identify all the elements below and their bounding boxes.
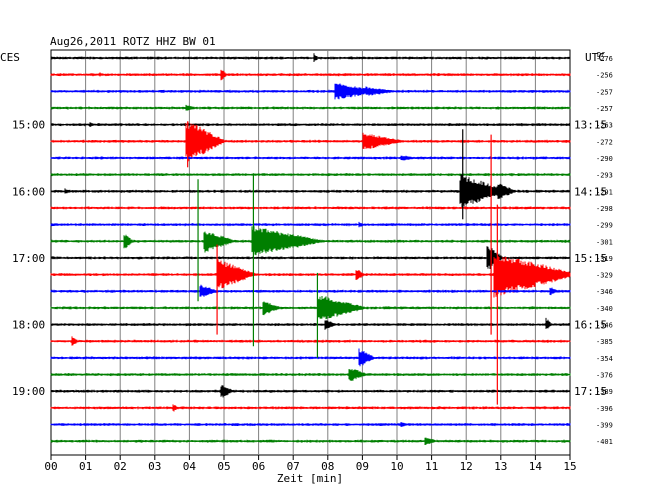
- x-tick-label: 11: [425, 460, 438, 473]
- x-tick-label: 08: [321, 460, 334, 473]
- x-axis-label: Zeit [min]: [277, 472, 343, 485]
- left-time-label: 19:00: [12, 385, 45, 398]
- trace-row-16: [50, 317, 571, 330]
- seismic-spikes: [187, 121, 498, 405]
- trace-row-15: [50, 296, 571, 320]
- dc-offset-label: -346: [596, 322, 613, 330]
- trace-row-0: [50, 53, 571, 62]
- trace-row-19: [50, 369, 571, 381]
- dc-offset-label: -257: [596, 88, 613, 96]
- minute-gridlines: [85, 50, 536, 455]
- trace-row-22: [50, 422, 571, 427]
- trace-row-13: [50, 255, 571, 298]
- dc-label: DC: [597, 51, 605, 59]
- x-tick-label: 09: [356, 460, 369, 473]
- plot-frame: [50, 49, 571, 456]
- trace-row-1: [50, 69, 571, 81]
- x-tick-label: 10: [390, 460, 403, 473]
- left-time-label: 18:00: [12, 319, 45, 332]
- dc-offset-label: -401: [596, 438, 613, 446]
- x-tick-label: 15: [563, 460, 576, 473]
- x-tick-label: 01: [79, 460, 92, 473]
- left-time-label: 17:00: [12, 252, 45, 265]
- right-time-labels: 13:15 14:15 15:15 16:15 17:15: [574, 119, 607, 399]
- dc-offset-label: -257: [596, 105, 613, 113]
- dc-offset-label: -263: [596, 122, 613, 130]
- dc-offset-label: -290: [596, 155, 613, 163]
- trace-row-17: [50, 336, 571, 346]
- dc-offset-label: -396: [596, 405, 613, 413]
- dc-offset-label: -376: [596, 372, 613, 380]
- dc-offset-label: -276: [596, 55, 613, 63]
- x-axis-ticks: 00 01 02 03 04 05 06 07 08 09 10 11 12 13 14 15: [44, 455, 577, 473]
- x-tick-label: 04: [183, 460, 197, 473]
- dc-offset-label: -340: [596, 305, 613, 313]
- trace-row-21: [50, 404, 571, 412]
- x-tick-label: 00: [44, 460, 57, 473]
- chart-title: Aug26,2011 ROTZ HHZ BW 01: [50, 35, 216, 48]
- dc-offset-label: -256: [596, 72, 613, 80]
- dc-offset-label: -291: [596, 188, 613, 196]
- trace-row-3: [50, 104, 571, 111]
- x-tick-label: 14: [529, 460, 543, 473]
- dc-offset-label: -385: [596, 338, 613, 346]
- right-time-label: 16:15: [574, 319, 607, 332]
- trace-row-5: [50, 121, 571, 162]
- x-tick-label: 02: [114, 460, 127, 473]
- dc-offset-label: -298: [596, 205, 613, 213]
- right-time-label: 14:15: [574, 185, 607, 198]
- x-tick-label: 06: [252, 460, 265, 473]
- x-tick-label: 12: [460, 460, 473, 473]
- dc-offset-label: -389: [596, 388, 613, 396]
- x-tick-label: 07: [287, 460, 300, 473]
- right-time-label: 15:15: [574, 252, 607, 265]
- dc-offset-label: -346: [596, 288, 613, 296]
- trace-row-8: [50, 174, 571, 209]
- dc-offset-label: -293: [596, 172, 613, 180]
- right-timezone-label: UTC: [585, 51, 605, 64]
- trace-row-10: [50, 221, 571, 228]
- trace-row-12: [50, 246, 571, 269]
- left-time-label: 16:00: [12, 185, 45, 198]
- dc-offset-label: -301: [596, 238, 613, 246]
- trace-row-9: [50, 206, 571, 210]
- trace-row-7: [50, 173, 571, 177]
- seismic-traces: [50, 53, 571, 445]
- left-time-label: 15:00: [12, 119, 45, 132]
- left-timezone-label: CES: [0, 51, 20, 64]
- dc-offset-label: -329: [596, 272, 613, 280]
- right-time-label: 17:15: [574, 385, 607, 398]
- dc-offset-label: -399: [596, 422, 613, 430]
- dc-offset-label: -319: [596, 255, 613, 263]
- left-time-labels: 15:00 16:00 17:00 18:00 19:00: [12, 119, 45, 399]
- x-tick-label: 03: [148, 460, 161, 473]
- trace-row-18: [50, 348, 571, 367]
- dc-offset-labels: -276 -256 -257 -257 -263 -272 -290 -293 -291 -298…: [596, 55, 613, 446]
- trace-row-23: [50, 437, 571, 445]
- trace-row-11: [50, 226, 571, 256]
- right-time-label: 13:15: [574, 119, 607, 132]
- trace-row-2: [50, 83, 571, 100]
- trace-row-4: [50, 122, 571, 127]
- dc-offset-label: -354: [596, 355, 613, 363]
- trace-row-14: [50, 284, 571, 297]
- dc-offset-label: -272: [596, 138, 613, 146]
- x-tick-label: 05: [217, 460, 230, 473]
- trace-row-6: [50, 155, 571, 161]
- x-tick-label: 13: [494, 460, 507, 473]
- dc-offset-label: -299: [596, 222, 613, 230]
- trace-row-20: [50, 385, 571, 398]
